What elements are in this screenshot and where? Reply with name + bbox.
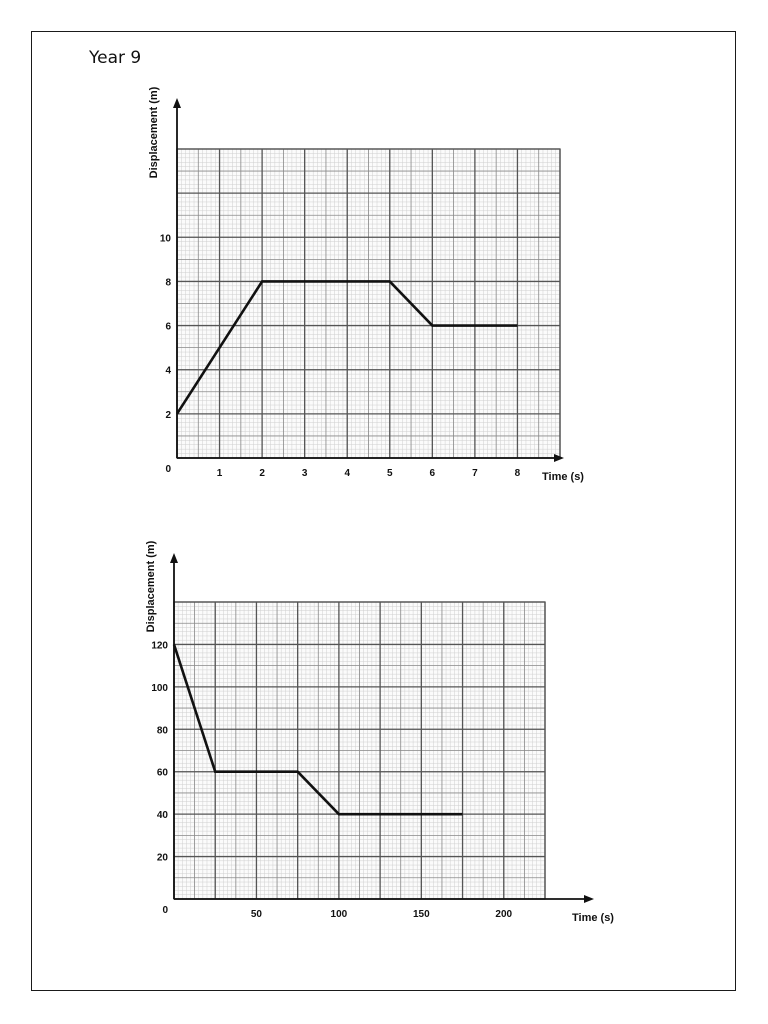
y-tick-label: 4 bbox=[165, 366, 171, 377]
y-tick-label: 8 bbox=[165, 277, 171, 288]
y-tick-label: 6 bbox=[165, 322, 171, 333]
origin-label: 0 bbox=[162, 905, 168, 916]
y-tick-label: 120 bbox=[151, 640, 168, 651]
y-tick-label: 80 bbox=[157, 725, 169, 736]
x-axis-title: Time (s) bbox=[572, 912, 614, 924]
displacement-line bbox=[175, 280, 518, 415]
x-tick-label: 150 bbox=[413, 909, 430, 920]
y-axis-title: Displacement (m) bbox=[148, 86, 160, 178]
x-tick-label: 8 bbox=[515, 468, 521, 479]
x-tick-label: 6 bbox=[430, 468, 436, 479]
y-tick-label: 20 bbox=[157, 853, 169, 864]
x-tick-label: 50 bbox=[251, 909, 263, 920]
x-tick-label: 3 bbox=[302, 468, 308, 479]
page-title: Year 9 bbox=[89, 48, 142, 68]
displacement-line bbox=[172, 644, 463, 816]
displacement-time-chart-2: 50 100 150 200 20 40 60 80 100 120 0 Time (s) Displa… bbox=[145, 540, 614, 924]
y-tick-label: 100 bbox=[151, 683, 168, 694]
x-tick-label: 100 bbox=[331, 909, 348, 920]
y-tick-label: 10 bbox=[160, 233, 172, 244]
x-tick-label: 4 bbox=[344, 468, 350, 479]
x-tick-label: 1 bbox=[217, 468, 223, 479]
displacement-time-chart-1: 1 2 3 4 5 6 7 8 2 4 6 8 10 0 Time (s) Displacement (m) bbox=[148, 86, 584, 483]
y-tick-label: 60 bbox=[157, 768, 169, 779]
x-tick-label: 2 bbox=[259, 468, 265, 479]
page-frame bbox=[31, 31, 736, 991]
y-axis-title: Displacement (m) bbox=[145, 540, 157, 632]
x-axis-title: Time (s) bbox=[542, 471, 584, 483]
x-tick-label: 7 bbox=[472, 468, 478, 479]
origin-label: 0 bbox=[165, 464, 171, 475]
x-tick-label: 5 bbox=[387, 468, 393, 479]
y-tick-label: 40 bbox=[157, 810, 169, 821]
x-tick-label: 200 bbox=[495, 909, 512, 920]
y-tick-label: 2 bbox=[165, 410, 171, 421]
